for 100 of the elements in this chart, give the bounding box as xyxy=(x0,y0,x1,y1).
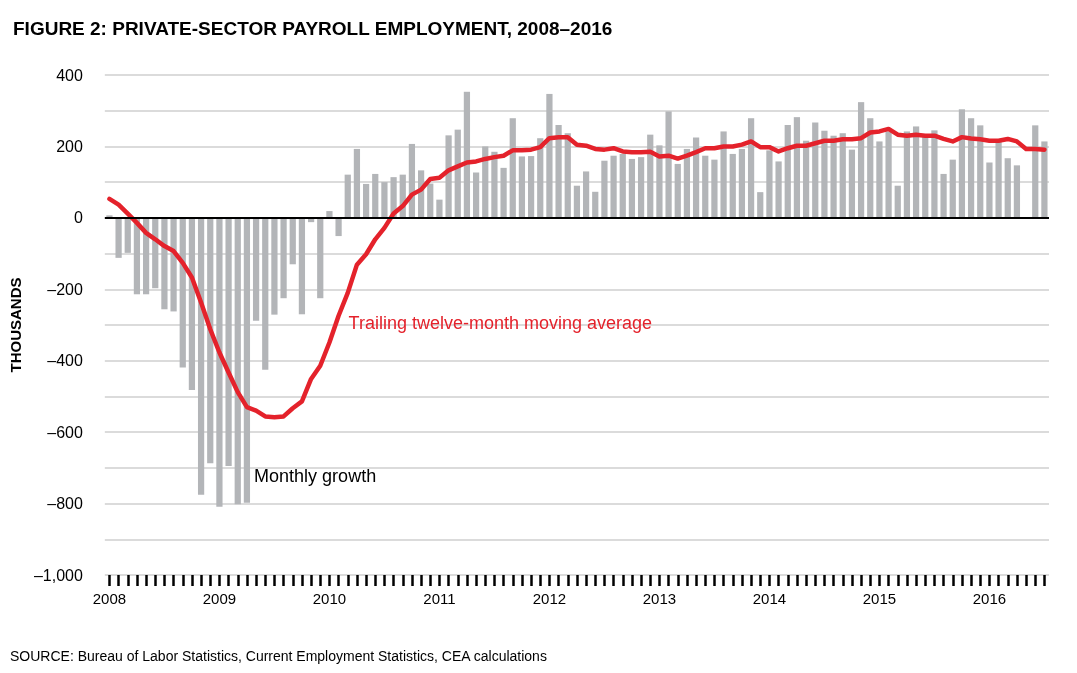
bar xyxy=(729,153,736,218)
bar xyxy=(234,217,241,505)
series-label: Monthly growth xyxy=(254,465,377,486)
bar xyxy=(289,217,296,265)
y-tick-label: –800 xyxy=(47,495,83,513)
bar xyxy=(839,133,846,218)
x-tick-label: 2013 xyxy=(642,590,677,607)
bar xyxy=(436,199,443,218)
bar xyxy=(912,126,920,218)
bar xyxy=(656,145,663,218)
bar xyxy=(1041,141,1048,218)
bar xyxy=(647,134,654,218)
bar xyxy=(876,141,883,218)
bar xyxy=(738,148,746,218)
bar xyxy=(317,217,324,299)
y-tick-label: –600 xyxy=(47,423,83,441)
bar xyxy=(711,159,718,218)
bar xyxy=(564,133,571,218)
bar xyxy=(977,125,984,218)
bar xyxy=(582,171,590,218)
bar xyxy=(353,148,361,218)
bar xyxy=(830,135,837,218)
bar xyxy=(197,217,205,495)
bar xyxy=(610,155,617,218)
bar xyxy=(702,155,709,218)
bar xyxy=(271,217,278,315)
bar xyxy=(518,156,526,218)
bar xyxy=(298,217,306,315)
bar xyxy=(665,111,672,218)
x-tick-label: 2016 xyxy=(972,590,1007,607)
bar xyxy=(546,93,553,218)
bar xyxy=(766,150,773,218)
bar xyxy=(784,125,791,218)
bar xyxy=(967,118,975,218)
x-tick-label: 2011 xyxy=(423,590,456,607)
bar xyxy=(986,162,993,218)
y-tick-label: –400 xyxy=(47,352,83,370)
bar xyxy=(995,141,1002,218)
bar xyxy=(1032,125,1039,218)
bar xyxy=(124,217,131,253)
bar xyxy=(775,161,782,218)
x-tick-label: 2014 xyxy=(752,590,787,607)
bar xyxy=(527,156,535,218)
bar xyxy=(821,130,828,218)
bar xyxy=(555,125,562,218)
bar xyxy=(381,182,388,218)
y-tick-label: 0 xyxy=(73,209,83,227)
y-axis-title: THOUSANDS xyxy=(7,277,24,373)
line-series xyxy=(107,126,1047,420)
y-tick-label: –200 xyxy=(47,280,83,298)
bar xyxy=(619,153,626,218)
bar xyxy=(573,185,581,218)
y-tick-label: 200 xyxy=(56,137,83,155)
bar xyxy=(894,185,901,218)
bar xyxy=(491,151,498,218)
bar xyxy=(372,173,379,218)
bar xyxy=(216,217,223,507)
x-tick-label: 2008 xyxy=(92,590,127,607)
bar xyxy=(225,217,232,467)
bar xyxy=(115,217,122,258)
bar xyxy=(885,131,892,218)
bar xyxy=(903,131,911,218)
bar xyxy=(867,118,874,218)
bar xyxy=(179,217,186,368)
chart-title: FIGURE 2: PRIVATE-SECTOR PAYROLL EMPLOYMENT, 2008–2016 xyxy=(13,18,613,39)
bar xyxy=(500,167,507,218)
bar xyxy=(601,160,608,218)
bar xyxy=(857,102,865,218)
bar xyxy=(1004,158,1011,218)
bar xyxy=(940,173,947,218)
bar xyxy=(252,217,260,321)
bar xyxy=(280,217,287,299)
bar xyxy=(170,217,177,312)
bar xyxy=(335,217,342,237)
bar xyxy=(472,172,480,218)
y-tick-label: –1,000 xyxy=(33,566,83,584)
bar xyxy=(931,130,938,218)
bar xyxy=(793,117,801,218)
x-tick-label: 2009 xyxy=(202,590,237,607)
bar xyxy=(344,174,351,218)
bar xyxy=(637,157,645,218)
bar xyxy=(454,129,461,218)
y-tick-label: 400 xyxy=(56,66,83,84)
bar xyxy=(463,91,471,218)
bar xyxy=(509,118,516,218)
x-tick-label: 2012 xyxy=(532,590,567,607)
bar xyxy=(262,217,269,370)
bar xyxy=(747,118,755,218)
bar xyxy=(674,163,681,218)
x-tick-label: 2010 xyxy=(312,590,347,607)
bar xyxy=(427,183,434,218)
bar xyxy=(207,217,214,464)
bar xyxy=(958,109,966,218)
bar xyxy=(812,122,819,218)
bar xyxy=(188,217,196,390)
bar xyxy=(161,217,168,310)
bar xyxy=(949,159,956,218)
bar xyxy=(243,217,251,503)
series-label: Trailing twelve-month moving average xyxy=(348,312,653,333)
bar xyxy=(757,192,764,218)
